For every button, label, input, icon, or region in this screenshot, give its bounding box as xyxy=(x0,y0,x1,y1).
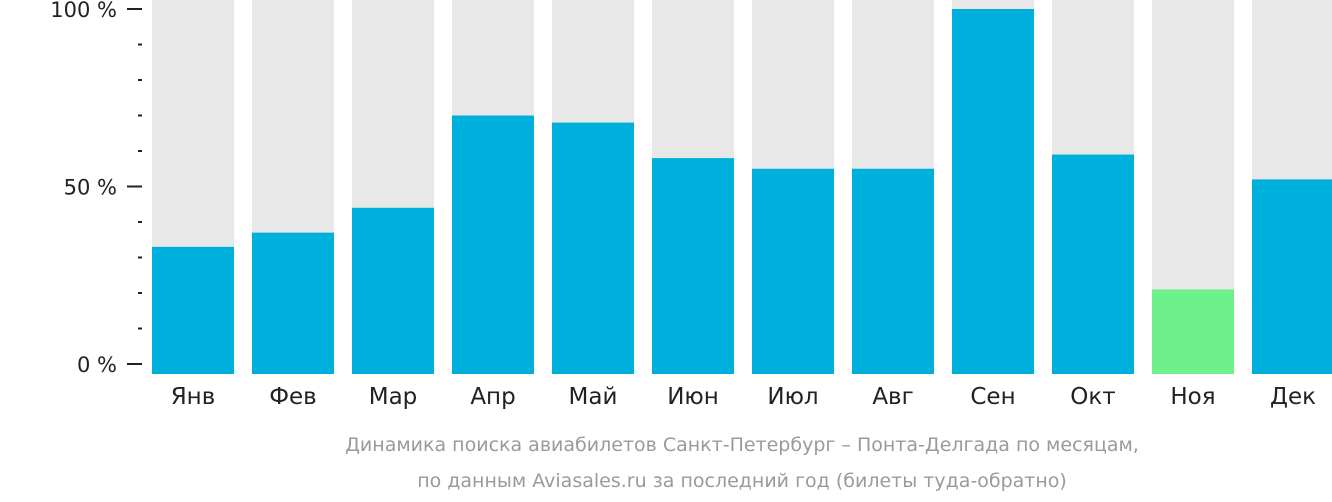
x-tick-label: Авг xyxy=(872,384,913,410)
x-tick-label: Июл xyxy=(767,384,818,410)
bar xyxy=(452,115,534,374)
x-tick-label: Ноя xyxy=(1170,384,1215,410)
bar xyxy=(1252,179,1332,374)
bar xyxy=(352,207,434,374)
x-tick-label: Янв xyxy=(171,384,216,410)
caption-line-1: Динамика поиска авиабилетов Санкт-Петерб… xyxy=(345,434,1139,456)
x-tick-label: Апр xyxy=(470,384,515,410)
bar xyxy=(1152,289,1234,374)
bar xyxy=(752,168,834,374)
x-tick-label: Фев xyxy=(269,384,317,410)
bar xyxy=(852,168,934,374)
bar xyxy=(652,158,734,374)
x-tick-label: Окт xyxy=(1070,384,1115,410)
chart-caption: Динамика поиска авиабилетов Санкт-Петерб… xyxy=(345,434,1139,492)
y-axis: 0 % 50 % 100 % xyxy=(50,0,142,377)
y-tick-label: 0 % xyxy=(77,353,117,377)
x-tick-label: Май xyxy=(569,384,618,410)
bar xyxy=(252,232,334,374)
x-tick-label: Дек xyxy=(1270,384,1316,410)
bars xyxy=(152,9,1332,374)
bar xyxy=(952,9,1034,374)
bar xyxy=(1052,154,1134,374)
x-tick-label: Сен xyxy=(970,384,1015,410)
x-tick-label: Мар xyxy=(369,384,418,410)
bar xyxy=(552,122,634,374)
y-tick-label: 50 % xyxy=(64,176,117,200)
bar xyxy=(152,246,234,374)
y-tick-label: 100 % xyxy=(50,0,117,22)
x-axis-labels: Янв Фев Мар Апр Май Июн Июл Авг Сен Окт Ноя Дек xyxy=(171,384,1316,410)
caption-line-2: по данным Aviasales.ru за последний год … xyxy=(417,470,1067,492)
x-tick-label: Июн xyxy=(667,384,719,410)
